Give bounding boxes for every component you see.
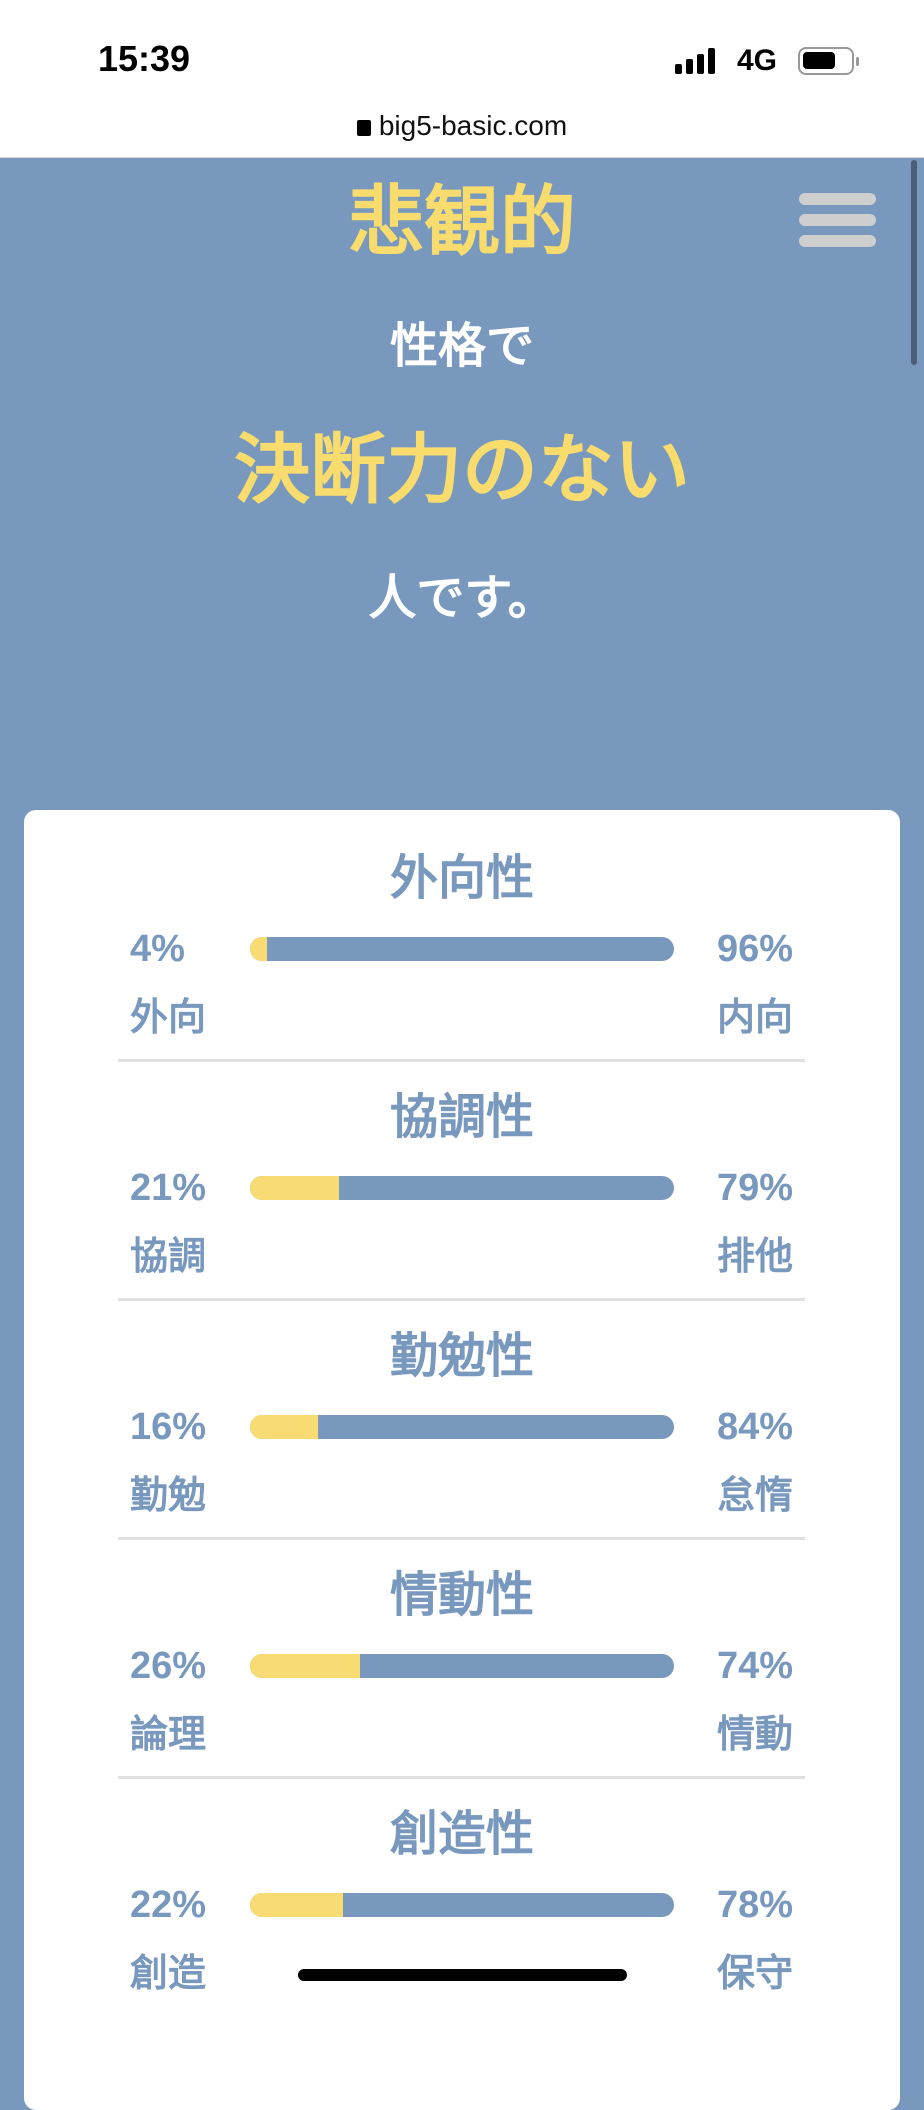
trait-bar-fill — [250, 1654, 361, 1678]
trait-bar-fill — [250, 1893, 344, 1917]
left-label: 勤勉 — [130, 1473, 207, 1517]
scrollbar[interactable] — [911, 160, 917, 365]
right-percent: 78% — [716, 1884, 793, 1926]
divider — [118, 1059, 805, 1062]
trait-bar — [250, 1893, 674, 1917]
hero-line-2: 性格で — [389, 318, 534, 374]
trait-bar-fill — [250, 1415, 318, 1439]
divider — [118, 1298, 805, 1301]
left-label: 論理 — [130, 1712, 207, 1756]
hamburger-menu-icon[interactable] — [799, 193, 876, 256]
clock: 15:39 — [98, 38, 191, 79]
battery-icon — [798, 47, 859, 75]
trait-bar-fill — [250, 937, 267, 961]
lock-icon — [356, 120, 371, 136]
network-type: 4G — [737, 44, 778, 77]
left-label: 協調 — [130, 1234, 207, 1278]
status-bar: 15:39 4G big5-basic.com — [0, 0, 924, 158]
url-bar[interactable]: big5-basic.com — [0, 110, 924, 142]
trait-title: 勤勉性 — [389, 1328, 534, 1384]
right-percent: 96% — [716, 928, 793, 970]
divider — [118, 1537, 805, 1540]
trait-title: 創造性 — [389, 1806, 534, 1862]
divider — [118, 1776, 805, 1779]
signal-icon — [675, 48, 715, 74]
trait-bar-fill — [250, 1176, 340, 1200]
right-label: 保守 — [716, 1951, 793, 1995]
trait-section: 外向性 4% 96% 外向 内向 — [0, 810, 924, 1062]
left-percent: 26% — [130, 1645, 207, 1687]
hero-line-1: 悲観的 — [348, 177, 576, 266]
left-label: 創造 — [130, 1951, 207, 1995]
hero-line-4: 人です。 — [368, 570, 556, 626]
trait-bar — [250, 1654, 674, 1678]
right-percent: 84% — [716, 1406, 793, 1448]
trait-section: 勤勉性 16% 84% 勤勉 怠惰 — [0, 1288, 924, 1540]
trait-section: 協調性 21% 79% 協調 排他 — [0, 1049, 924, 1301]
trait-section: 創造性 22% 78% 創造 保守 — [0, 1766, 924, 2005]
left-percent: 21% — [130, 1167, 207, 1209]
right-percent: 74% — [716, 1645, 793, 1687]
trait-title: 協調性 — [389, 1089, 534, 1145]
trait-bar — [250, 1176, 674, 1200]
trait-title: 情動性 — [389, 1567, 534, 1623]
trait-bar — [250, 1415, 674, 1439]
trait-section: 情動性 26% 74% 論理 情動 — [0, 1527, 924, 1779]
hero-line-3: 決断力のない — [234, 425, 690, 514]
right-label: 怠惰 — [716, 1473, 793, 1517]
trait-bar — [250, 937, 674, 961]
right-percent: 79% — [716, 1167, 793, 1209]
right-label: 排他 — [716, 1234, 793, 1278]
trait-title: 外向性 — [389, 850, 534, 906]
home-indicator — [298, 1969, 627, 1981]
left-percent: 16% — [130, 1406, 207, 1448]
right-label: 内向 — [716, 995, 793, 1039]
left-label: 外向 — [130, 995, 207, 1039]
right-label: 情動 — [716, 1712, 793, 1756]
left-percent: 4% — [130, 928, 185, 970]
url-text: big5-basic.com — [378, 110, 568, 141]
left-percent: 22% — [130, 1884, 207, 1926]
